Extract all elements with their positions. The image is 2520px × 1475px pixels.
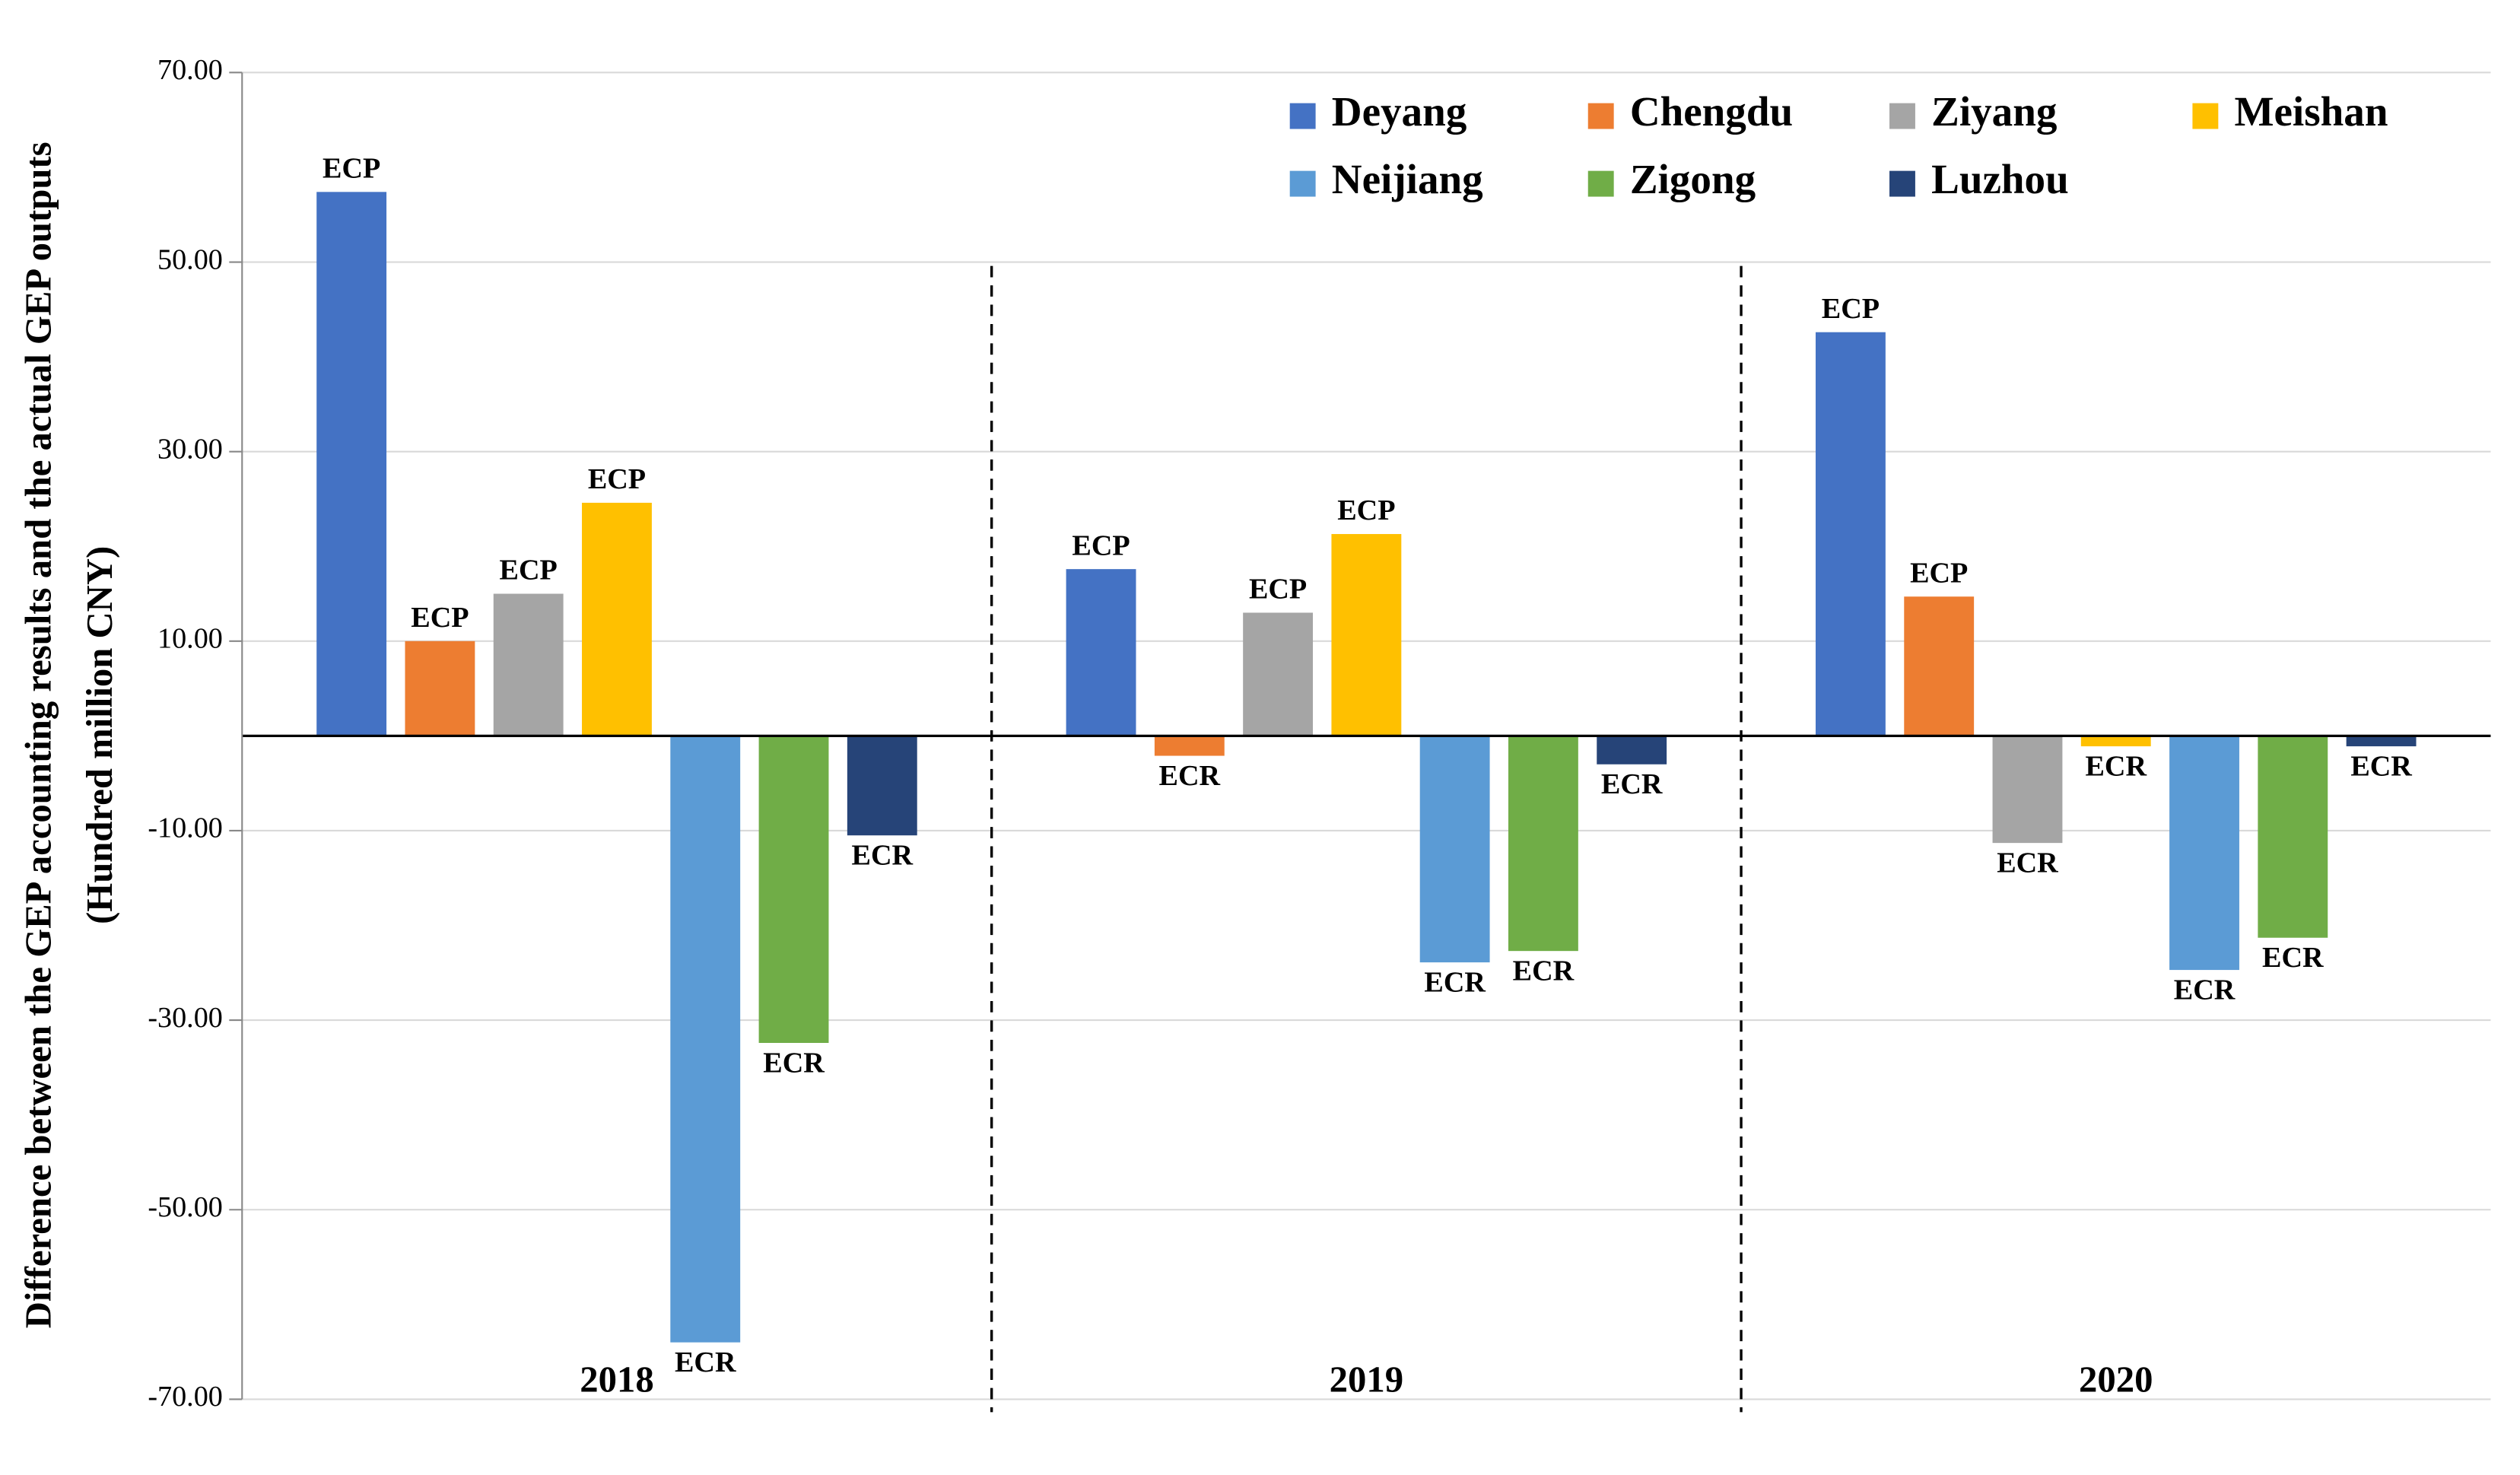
legend-label: Ziyang <box>1931 88 2057 135</box>
bar <box>670 736 741 1343</box>
bar <box>1331 534 1402 736</box>
legend-label: Meishan <box>2235 88 2388 135</box>
bar <box>1066 569 1136 736</box>
legend-swatch <box>1587 103 1614 129</box>
bar-label: ECP <box>500 555 558 587</box>
bar-label: ECP <box>411 602 469 634</box>
y-axis-title: Difference between the GEP accounting re… <box>18 141 121 1328</box>
bar <box>758 736 829 1044</box>
legend-label: Neijiang <box>1332 156 1483 202</box>
bar <box>1419 736 1490 963</box>
bar <box>1154 736 1225 756</box>
legend-label: Chengdu <box>1630 88 1793 135</box>
bar <box>2080 736 2151 747</box>
bar-label: ECR <box>1159 760 1221 792</box>
legend-swatch <box>1587 170 1614 197</box>
y-tick-label: 50.00 <box>157 243 223 275</box>
y-axis-title-line: (Hundred million CNY) <box>79 546 120 924</box>
bar <box>1243 612 1314 736</box>
legend-swatch <box>1289 103 1316 129</box>
bar-label: ECR <box>2086 751 2147 783</box>
bar-label: ECP <box>1072 529 1130 561</box>
bar <box>847 736 917 836</box>
bar-label: ECR <box>2262 942 2324 974</box>
legend-label: Luzhou <box>1931 156 2069 202</box>
bar <box>493 593 564 736</box>
bar-label: ECR <box>1513 955 1575 987</box>
bar-label: ECR <box>852 840 914 872</box>
bar-label: ECP <box>1822 293 1880 325</box>
x-tick-label: 2018 <box>580 1359 653 1400</box>
bar-label: ECP <box>1337 494 1395 526</box>
legend-label: Zigong <box>1630 156 1756 202</box>
bar-label: ECR <box>1601 768 1663 800</box>
bar-label: ECP <box>323 153 380 185</box>
bar <box>2169 736 2239 971</box>
y-tick-label: 30.00 <box>157 433 223 465</box>
bar <box>1992 736 2063 844</box>
legend-swatch <box>2192 103 2219 129</box>
legend-swatch <box>1289 170 1316 197</box>
bar <box>1815 332 1886 736</box>
bar-label: ECR <box>1997 847 2058 879</box>
bar-label: ECR <box>675 1346 736 1378</box>
legend-swatch <box>1889 170 1915 197</box>
bar-label: ECR <box>763 1047 825 1079</box>
bar <box>1904 596 1975 736</box>
bar <box>405 641 475 736</box>
bar-label: ECR <box>2174 974 2236 1006</box>
x-tick-label: 2020 <box>2079 1359 2153 1400</box>
bar <box>1597 736 1667 765</box>
y-tick-label: 10.00 <box>157 623 223 655</box>
y-tick-label: 70.00 <box>157 54 223 86</box>
bar-label: ECP <box>1249 574 1307 606</box>
bar-label: ECP <box>588 463 646 495</box>
bar <box>582 502 652 736</box>
legend-label: Deyang <box>1332 88 1467 135</box>
bar <box>2258 736 2328 938</box>
x-tick-label: 2019 <box>1330 1359 1403 1400</box>
y-axis-title-line: Difference between the GEP accounting re… <box>18 141 59 1328</box>
y-tick-label: -50.00 <box>148 1191 222 1223</box>
bar-label: ECR <box>2350 751 2412 783</box>
y-tick-label: -30.00 <box>148 1002 222 1034</box>
bar-label: ECR <box>1424 967 1486 999</box>
bar-label: ECP <box>1910 557 1968 589</box>
bar <box>1508 736 1578 952</box>
bar <box>316 192 387 736</box>
y-tick-label: -10.00 <box>148 812 222 844</box>
bar <box>2346 736 2417 747</box>
legend-swatch <box>1889 103 1915 129</box>
y-tick-label: -70.00 <box>148 1381 222 1413</box>
